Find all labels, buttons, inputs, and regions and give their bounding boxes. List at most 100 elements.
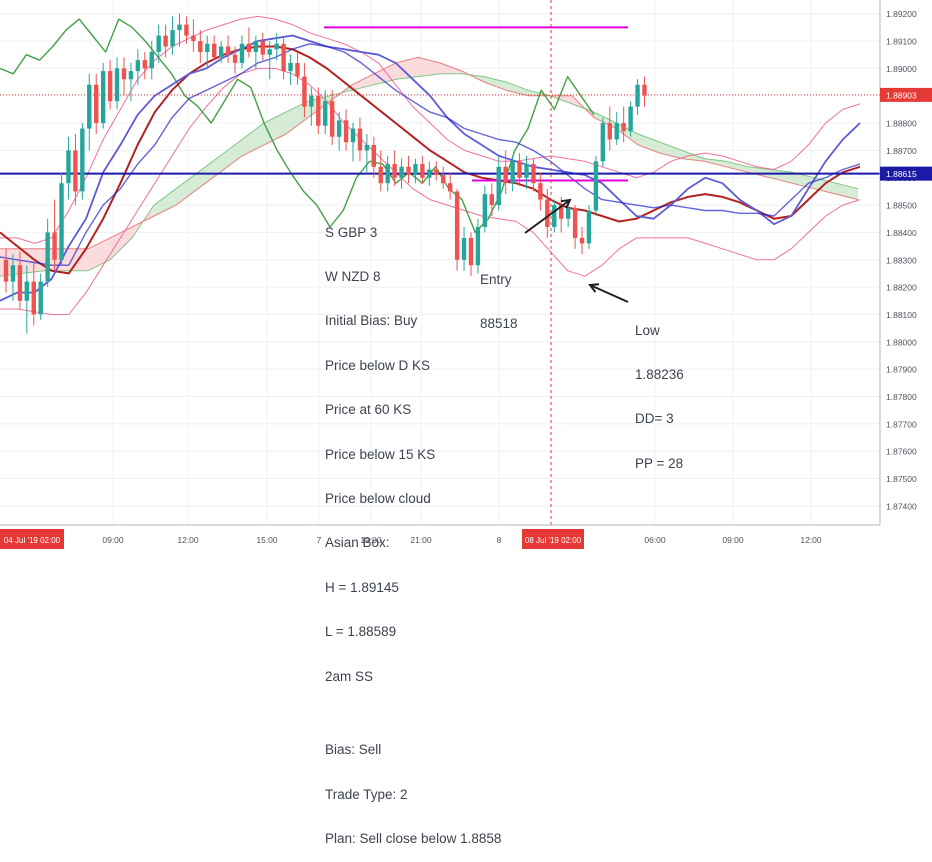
candle-bull [635,79,640,115]
candle-body [600,123,606,162]
candle-body [357,128,363,151]
candle-bear [198,30,203,63]
candle-bear [392,150,397,186]
candle-body [628,106,633,132]
candlesticks [3,13,647,334]
arrow-shaft [524,199,571,234]
cloud-segment-bull [220,139,242,173]
candle-bear [281,38,286,80]
candle-bear [94,73,99,134]
candle-body [218,46,224,58]
plan-line: W NZD 8 [325,268,381,284]
time-tick-label: 06:00 [644,535,666,545]
price-tick-label: 1.87500 [886,474,917,484]
time-tick-label: 08 Jul '19 02:00 [525,536,582,545]
candle-bull [475,218,481,274]
candle-body [406,166,411,175]
candle-bear [454,188,460,271]
candle-body [454,191,460,260]
candle-body [579,237,585,244]
candle-body [295,62,300,77]
candle-body [447,183,453,192]
price-tick-label: 1.88300 [886,255,917,265]
candle-bull [364,133,370,173]
candle-bear [371,136,377,178]
candle-bull [59,172,64,266]
candle-bear [17,251,23,309]
candle-bull [399,158,404,189]
candle-body [212,43,217,58]
candle-bull [24,265,30,334]
candle-body [128,71,134,80]
candle-bear [357,117,363,162]
entry-note: Entry 88518 [480,243,518,347]
plan-line: Price below cloud [325,490,431,506]
candle-bear [302,62,307,118]
candle-body [607,123,612,140]
cloud-segment-bull [506,82,528,96]
price-tick-label: 1.88800 [886,119,917,129]
price-tick-label: 1.87700 [886,419,917,429]
candle-bull [114,57,120,110]
candle-body [593,161,599,211]
grid-lines [0,0,880,525]
candle-body [177,24,182,31]
price-tick-label: 1.88000 [886,337,917,347]
candle-body [545,199,550,227]
candle-body [441,175,446,184]
candle-bear [295,51,300,85]
candle-bull [38,273,43,320]
cloud-segment-bull [198,155,220,189]
ema-line [0,45,861,275]
candle-bear [31,262,36,326]
candle-bear [260,32,265,61]
candle-bear [52,199,57,271]
bollinger-upper [0,15,861,244]
blue-level-price-text: 1.88615 [886,169,917,179]
candle-bull [413,158,418,184]
candle-body [73,150,78,192]
candle-body [100,71,106,124]
candle-bull [100,62,106,129]
candle-body [281,43,286,72]
cloud-segment-bull [176,172,198,206]
candle-body [427,169,432,178]
candle-body [559,205,564,219]
candle-body [343,120,349,143]
candle-bear [191,19,196,52]
cloud-segment-bear [374,62,396,85]
candle-body [135,60,141,72]
candle-body [302,76,307,107]
cloud-segment-bull [682,150,704,162]
entry-price: 88518 [480,315,518,331]
plan-line: Initial Bias: Buy [325,313,418,329]
candle-bear [3,248,9,293]
candle-body [385,164,390,184]
candle-body [496,166,501,206]
entry-label: Entry [480,271,512,287]
price-tick-label: 1.88500 [886,201,917,211]
candle-body [475,226,481,266]
candle-bull [239,35,245,69]
price-tick-label: 1.88700 [886,146,917,156]
time-tick-highlight [0,529,64,549]
price-chart[interactable]: 1.892001.891001.890001.889001.888001.887… [0,0,932,550]
time-axis[interactable]: 04 Jul '19 02:00 09:00 12:00 15:00 7 19:00 21:… [0,524,880,549]
plan-line: Plan: Sell close below 1.8858 [325,831,502,847]
senkou-span-b [0,56,859,250]
time-tick-label: 8 [497,535,502,545]
plan-line: H = 1.89145 [325,579,399,595]
low-dd: DD= 3 [635,411,674,427]
candle-bull [323,90,328,134]
red-level-price-tag [880,87,932,102]
plan-line: Price at 60 KS [325,402,412,418]
candle-body [24,281,30,301]
time-tick-label: 19:00 [360,535,382,545]
candle-bull [385,155,390,192]
cloud-segment-bull [638,133,660,154]
candle-bear [212,35,217,61]
candle-body [87,84,92,129]
candle-body [288,62,293,72]
price-axis[interactable]: 1.892001.891001.890001.889001.888001.887… [879,0,932,550]
candle-body [434,169,439,175]
